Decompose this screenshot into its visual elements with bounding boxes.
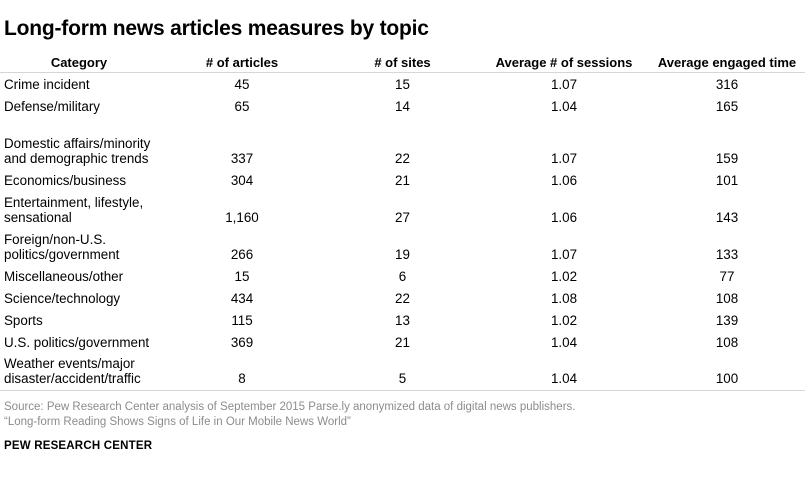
row-sessions: 1.02 [550,268,578,284]
row-sessions: 1.02 [550,312,578,328]
table-row: Entertainment, lifestyle, sensational 1,… [0,191,805,228]
row-engaged-time: 100 [715,370,739,386]
row-sites: 21 [395,172,410,188]
row-sessions: 1.07 [550,150,578,166]
table-row: Miscellaneous/other 15 6 1.02 77 [0,265,805,287]
row-sessions: 1.06 [550,209,578,225]
row-category: Miscellaneous/other [4,268,124,284]
row-engaged-time: 133 [715,246,739,262]
data-table: Category # of articles # of sites Averag… [0,52,805,390]
row-sites: 14 [395,98,410,114]
row-category: Entertainment, lifestyle, sensational [4,194,144,225]
row-engaged-time: 159 [715,150,739,166]
row-sites: 22 [395,290,410,306]
row-category: Economics/business [4,172,127,188]
column-header-sites: # of sites [326,52,479,73]
table-row: Domestic affairs/minority and demographi… [0,117,805,169]
row-sites: 19 [395,246,410,262]
row-category: Weather events/major disaster/accident/t… [4,355,141,386]
row-articles: 1,160 [225,209,259,225]
row-sessions: 1.08 [550,290,578,306]
row-sites: 22 [395,150,410,166]
row-sessions: 1.07 [550,76,578,92]
row-engaged-time: 101 [715,172,739,188]
chart-title: Long-form news articles measures by topi… [4,17,429,40]
report-title: “Long-form Reading Shows Signs of Life i… [4,416,351,428]
table-row: Economics/business 304 21 1.06 101 [0,169,805,191]
table-row: Defense/military 65 14 1.04 165 [0,95,805,117]
row-engaged-time: 108 [715,290,739,306]
row-sites: 13 [395,312,410,328]
row-sites: 5 [398,370,407,386]
row-articles: 115 [231,312,253,328]
row-articles: 337 [230,150,254,166]
column-header-category: Category [0,52,158,73]
table-row: Science/technology 434 22 1.08 108 [0,287,805,309]
row-articles: 434 [230,290,254,306]
row-engaged-time: 77 [719,268,735,284]
row-articles: 304 [230,172,254,188]
row-sessions: 1.07 [550,246,578,262]
source-text: Source: Pew Research Center analysis of … [4,401,576,413]
row-category: Domestic affairs/minority and demographi… [4,135,151,166]
row-engaged-time: 139 [715,312,739,328]
column-header-engaged-time: Average engaged time [649,52,805,73]
row-category: Crime incident [4,76,90,92]
table-row: Sports 115 13 1.02 139 [0,309,805,331]
row-sites: 27 [395,209,410,225]
table-row: U.S. politics/government 369 21 1.04 108 [0,331,805,353]
column-header-sessions: Average # of sessions [479,52,649,73]
row-sessions: 1.06 [550,172,578,188]
row-sites: 6 [398,268,407,284]
row-sessions: 1.04 [550,98,578,114]
row-articles: 369 [230,334,254,350]
row-articles: 45 [234,76,250,92]
row-category: Foreign/non-U.S. politics/government [4,231,120,262]
row-articles: 15 [234,268,250,284]
header-row: Category # of articles # of sites Averag… [0,52,805,73]
row-sites: 15 [395,76,410,92]
row-category: Defense/military [4,98,100,114]
row-articles: 8 [238,370,246,386]
row-sessions: 1.04 [550,334,578,350]
table-row: Foreign/non-U.S. politics/government 266… [0,228,805,265]
row-engaged-time: 108 [715,334,739,350]
table-row: Weather events/major disaster/accident/t… [0,353,805,390]
row-articles: 266 [230,246,254,262]
row-engaged-time: 143 [715,209,739,225]
footer-divider [0,390,805,391]
row-sessions: 1.04 [550,370,578,386]
row-engaged-time: 316 [715,76,739,92]
row-sites: 21 [395,334,410,350]
row-engaged-time: 165 [715,98,739,114]
brand-label: PEW RESEARCH CENTER [4,440,153,452]
row-category: Sports [4,312,43,328]
source-note: Source: Pew Research Center analysis of … [4,400,575,430]
row-category: U.S. politics/government [4,334,150,350]
row-category: Science/technology [4,290,121,306]
row-articles: 65 [234,98,250,114]
table-row: Crime incident 45 15 1.07 316 [0,73,805,95]
column-header-articles: # of articles [158,52,326,73]
